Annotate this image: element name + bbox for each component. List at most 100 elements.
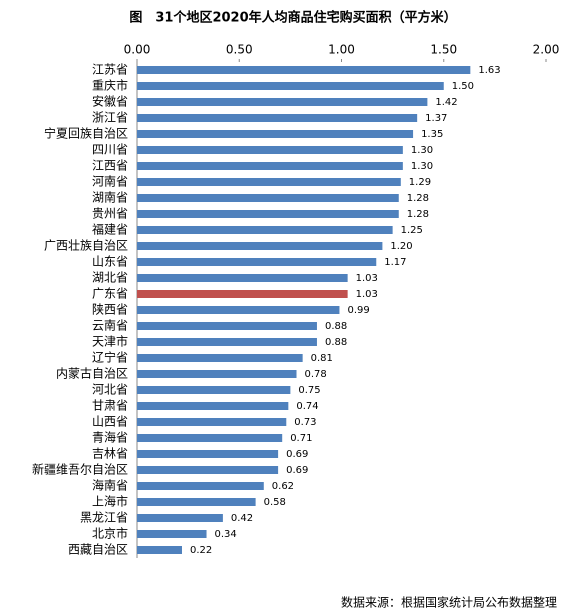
data-label: 1.30 — [411, 161, 433, 172]
bar — [137, 418, 287, 426]
bar — [137, 242, 383, 250]
data-label: 0.75 — [298, 385, 320, 396]
data-label: 1.03 — [356, 273, 378, 284]
data-label: 1.30 — [411, 145, 433, 156]
bar — [137, 274, 348, 282]
data-label: 0.99 — [347, 305, 369, 316]
y-tick-label: 山西省 — [92, 415, 128, 429]
data-label: 1.35 — [421, 129, 443, 140]
bar — [137, 66, 471, 74]
data-label: 1.50 — [452, 81, 474, 92]
y-tick-label: 山东省 — [92, 255, 128, 269]
data-label: 0.81 — [311, 353, 333, 364]
x-tick-label: 2.00 — [533, 43, 560, 57]
y-tick-label: 福建省 — [92, 222, 128, 237]
bar — [137, 226, 393, 234]
data-label: 1.03 — [356, 289, 378, 300]
x-tick-label: 1.50 — [430, 43, 457, 57]
y-tick-label: 四川省 — [92, 143, 128, 157]
y-tick-label: 宁夏回族自治区 — [44, 126, 128, 141]
y-tick-label: 吉林省 — [92, 447, 128, 461]
data-label: 1.28 — [407, 193, 429, 204]
data-label: 1.20 — [390, 241, 412, 252]
y-tick-label: 广东省 — [92, 287, 128, 301]
bar — [137, 130, 414, 138]
bar — [137, 354, 303, 362]
y-tick-label: 广西壮族自治区 — [44, 239, 128, 253]
data-label: 0.42 — [231, 513, 253, 524]
y-tick-label: 贵州省 — [92, 207, 128, 221]
data-label: 0.88 — [325, 321, 347, 332]
bar — [137, 194, 399, 202]
y-tick-label: 安徽省 — [92, 94, 128, 109]
x-tick-label: 1.00 — [328, 43, 355, 57]
y-tick-label: 海南省 — [92, 478, 128, 493]
bar — [137, 162, 403, 170]
data-label: 0.34 — [215, 529, 237, 540]
bar — [137, 210, 399, 218]
bar — [137, 322, 317, 330]
data-label: 0.74 — [296, 401, 318, 412]
y-tick-label: 黑龙江省 — [80, 511, 128, 525]
bar — [137, 290, 348, 298]
bar — [137, 466, 279, 474]
y-tick-label: 北京市 — [92, 526, 128, 541]
data-label: 0.22 — [190, 545, 212, 556]
bar — [137, 402, 289, 410]
y-tick-label: 河北省 — [92, 383, 128, 397]
chart-title: 图 31个地区2020年人均商品住宅购买面积（平方米） — [129, 10, 456, 26]
bar — [137, 258, 377, 266]
y-tick-label: 江苏省 — [92, 63, 128, 77]
data-label: 1.63 — [478, 65, 500, 76]
y-tick-label: 内蒙古自治区 — [56, 366, 128, 381]
data-label: 0.78 — [305, 369, 327, 380]
bar — [137, 434, 283, 442]
y-tick-label: 重庆市 — [92, 78, 128, 93]
bar — [137, 514, 223, 522]
bar — [137, 450, 279, 458]
y-tick-label: 辽宁省 — [92, 350, 128, 365]
y-tick-label: 河南省 — [92, 174, 128, 189]
bar — [137, 370, 297, 378]
bar — [137, 338, 317, 346]
data-label: 1.42 — [435, 97, 457, 108]
bar — [137, 386, 291, 394]
bar — [137, 82, 444, 90]
bar — [137, 146, 403, 154]
bar — [137, 178, 401, 186]
bar — [137, 482, 264, 490]
y-tick-label: 上海市 — [92, 494, 128, 509]
data-label: 0.69 — [286, 449, 308, 460]
data-label: 0.88 — [325, 337, 347, 348]
y-tick-label: 湖南省 — [92, 190, 128, 205]
data-label: 0.58 — [264, 497, 286, 508]
data-label: 0.71 — [290, 433, 312, 444]
bar — [137, 530, 207, 538]
bar — [137, 546, 182, 554]
y-tick-label: 青海省 — [92, 430, 128, 445]
data-label: 1.17 — [384, 257, 406, 268]
x-tick-label: 0.00 — [124, 43, 151, 57]
y-tick-label: 甘肃省 — [92, 399, 128, 413]
source-note: 数据来源：根据国家统计局公布数据整理 — [341, 595, 557, 610]
y-tick-label: 云南省 — [92, 318, 128, 333]
y-tick-label: 新疆维吾尔自治区 — [32, 462, 128, 477]
data-label: 1.29 — [409, 177, 431, 188]
y-tick-label: 陕西省 — [92, 302, 128, 317]
y-tick-label: 江西省 — [92, 159, 128, 173]
x-tick-label: 0.50 — [226, 43, 253, 57]
bar — [137, 98, 428, 106]
bar — [137, 498, 256, 506]
y-tick-label: 西藏自治区 — [68, 543, 128, 557]
data-label: 1.25 — [401, 225, 423, 236]
bar — [137, 306, 340, 314]
bar — [137, 114, 418, 122]
data-label: 0.73 — [294, 417, 316, 428]
y-tick-label: 湖北省 — [92, 270, 128, 285]
y-tick-label: 浙江省 — [92, 111, 128, 125]
data-label: 0.69 — [286, 465, 308, 476]
y-tick-label: 天津市 — [92, 334, 128, 349]
data-label: 0.62 — [272, 481, 294, 492]
data-label: 1.37 — [425, 113, 447, 124]
